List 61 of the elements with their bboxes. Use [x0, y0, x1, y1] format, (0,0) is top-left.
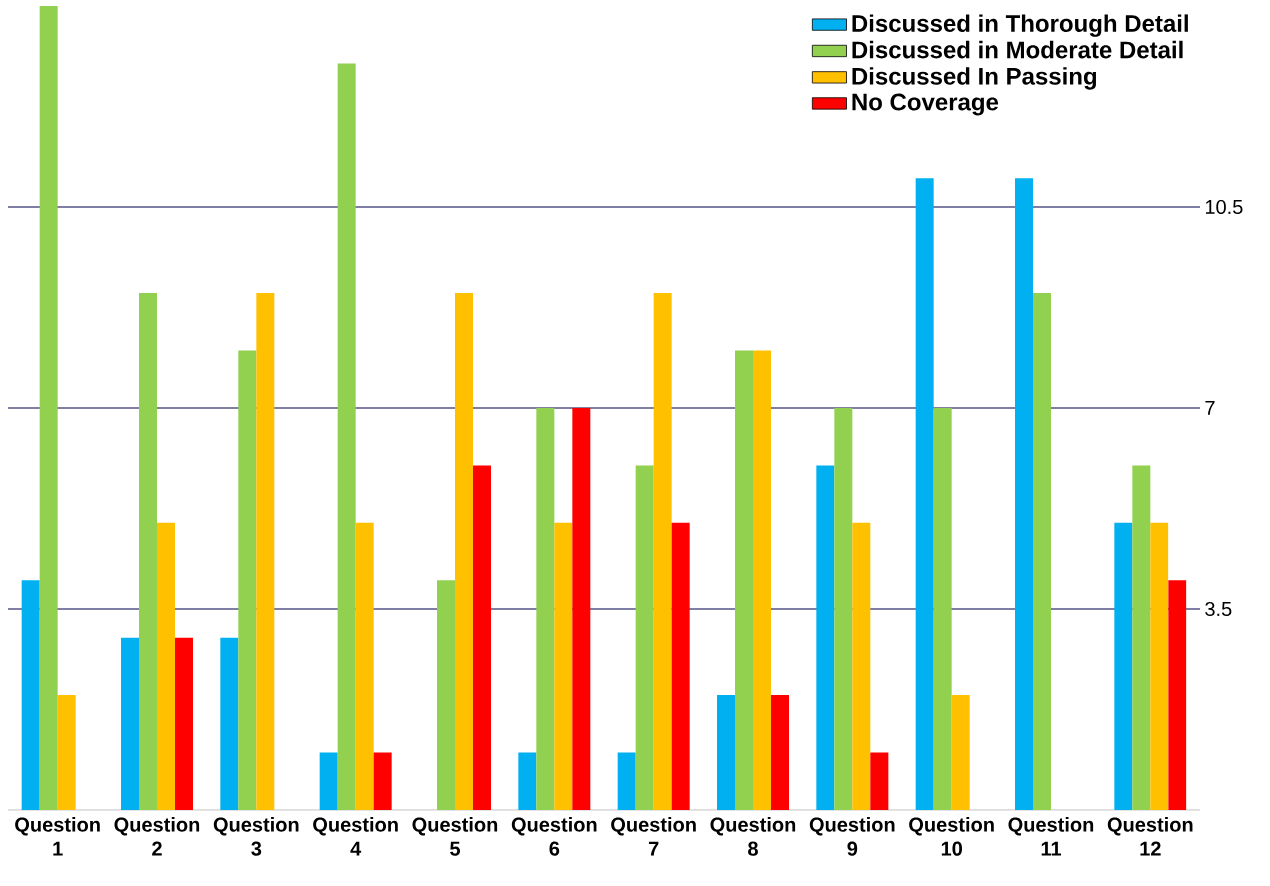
bar [437, 580, 455, 810]
bar [771, 695, 790, 810]
y-tick-label: 3.5 [1205, 601, 1232, 617]
bar [518, 752, 537, 810]
bar [121, 637, 139, 810]
x-tick-label: Question 2 [114, 817, 200, 856]
bar [816, 465, 835, 810]
x-tick-label: Question 3 [213, 817, 299, 856]
bar [175, 637, 193, 810]
bar [951, 695, 970, 810]
legend-label: Discussed in Thorough Detail [852, 14, 1188, 37]
bar [852, 522, 871, 810]
bar [319, 752, 338, 810]
bar [256, 293, 275, 810]
x-tick-label: Question 4 [313, 817, 398, 856]
x-tick-label: Question 9 [809, 817, 895, 856]
bar [1150, 522, 1169, 810]
x-tick-label: Question 8 [710, 817, 796, 856]
bar [834, 407, 853, 810]
y-tick-label: 7 [1205, 401, 1215, 415]
bar [373, 752, 392, 810]
bar [536, 407, 555, 810]
y-tick-label: 10.5 [1205, 199, 1243, 215]
legend-label: Discussed in Moderate Detail [852, 40, 1183, 59]
x-tick-label: Question 5 [412, 817, 498, 856]
bar [671, 522, 690, 810]
legend-label: No Coverage [852, 93, 999, 116]
bar [1132, 465, 1151, 810]
x-tick-label: Question 11 [1008, 817, 1094, 856]
bar [635, 465, 654, 810]
bar [157, 522, 176, 810]
bar [653, 293, 672, 810]
x-tick-label: Question 6 [511, 817, 597, 856]
bar [933, 407, 952, 810]
bar [473, 465, 491, 810]
bar [1168, 580, 1187, 810]
x-tick-label: Question 12 [1107, 817, 1193, 856]
x-tick-label: Question 7 [611, 817, 696, 856]
bar [870, 752, 889, 810]
bar [139, 293, 157, 810]
bar [455, 293, 473, 810]
legend-label: Discussed In Passing [852, 67, 1097, 90]
bar [554, 522, 573, 810]
bar [57, 695, 76, 810]
bar [220, 637, 239, 810]
x-tick-label: Question 10 [909, 817, 994, 856]
bar [717, 695, 736, 810]
bar [21, 580, 40, 810]
bar [1033, 293, 1052, 810]
bar [572, 407, 591, 810]
bar [238, 350, 257, 810]
bar [39, 5, 58, 810]
bar [735, 350, 754, 810]
bar [337, 63, 356, 810]
bar [355, 522, 374, 810]
bar [1114, 522, 1133, 810]
bar [753, 350, 771, 810]
bar [617, 752, 636, 810]
x-tick-label: Question 1 [15, 817, 100, 856]
bar [1015, 178, 1033, 810]
bar [915, 178, 934, 810]
